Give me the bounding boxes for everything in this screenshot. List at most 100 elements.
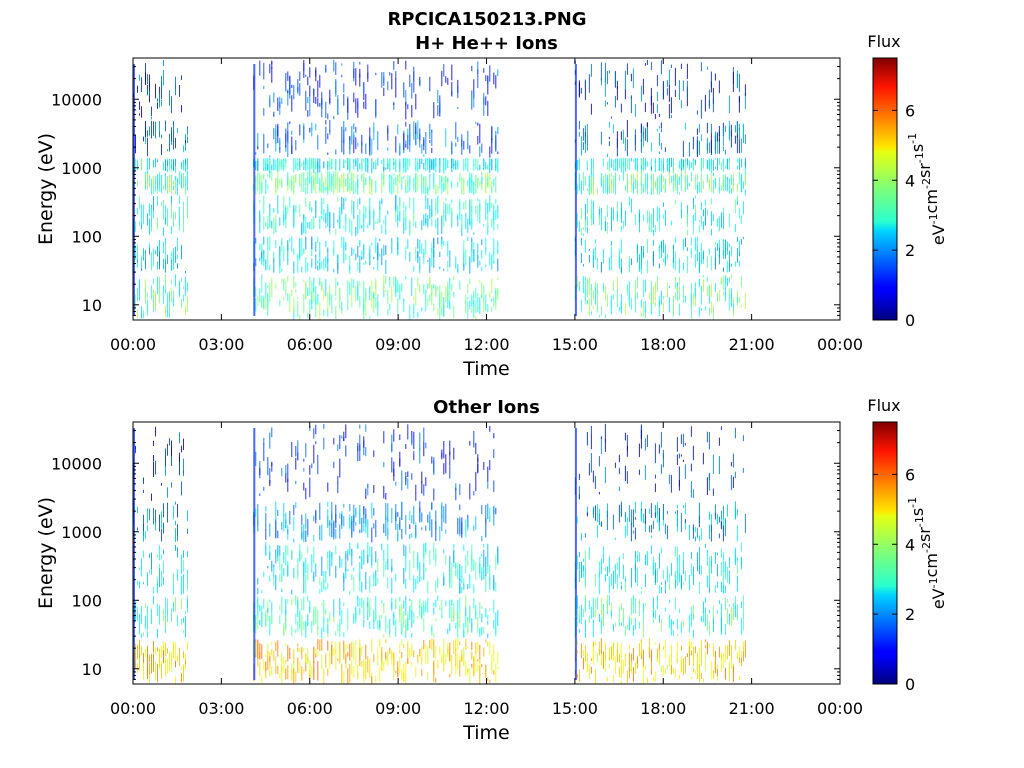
flux-cell [740, 657, 742, 666]
flux-cell [668, 171, 670, 186]
flux-cell [285, 473, 287, 483]
flux-cell [497, 652, 499, 665]
flux-cell [321, 282, 323, 292]
flux-cell [668, 157, 670, 173]
flux-cell [383, 166, 385, 171]
flux-cell [610, 241, 612, 246]
flux-cell [477, 306, 479, 311]
flux-cell [449, 673, 451, 678]
flux-cell [159, 251, 160, 270]
flux-cell [255, 177, 257, 183]
flux-cell [161, 511, 162, 529]
flux-cell [161, 645, 162, 658]
flux-cell [459, 660, 461, 677]
flux-cell [405, 578, 407, 589]
flux-cell [143, 514, 144, 531]
flux-cell [646, 172, 648, 189]
flux-cell [716, 581, 718, 588]
flux-cell [301, 666, 303, 681]
flux-cell [327, 247, 329, 263]
flux-cell [586, 198, 588, 214]
flux-cell [163, 650, 164, 664]
flux-cell [642, 301, 644, 317]
flux-cell [155, 121, 156, 139]
flux-cell [353, 567, 355, 572]
flux-cell [303, 524, 305, 543]
flux-cell [744, 189, 746, 196]
flux-cell [353, 613, 355, 624]
flux-cell [361, 550, 363, 564]
flux-cell [608, 157, 610, 172]
flux-cell [423, 548, 425, 564]
flux-cell [740, 158, 742, 168]
flux-cell [706, 641, 708, 655]
flux-cell [616, 86, 618, 101]
flux-cell [357, 672, 359, 680]
flux-cell [672, 668, 674, 674]
flux-cell [604, 652, 606, 672]
x-tick-label: 00:00 [817, 335, 863, 354]
flux-cell [151, 106, 152, 117]
flux-cell [285, 159, 287, 164]
flux-cell [155, 250, 156, 255]
flux-cell [487, 614, 489, 620]
flux-cell [630, 597, 632, 611]
flux-cell [269, 264, 271, 271]
flux-cell [381, 614, 383, 619]
flux-cell [161, 570, 162, 587]
flux-cell [674, 67, 676, 86]
flux-cell [335, 297, 337, 300]
colorbar-tick-label: 0 [905, 311, 915, 330]
flux-cell [285, 615, 287, 632]
flux-cell [678, 608, 680, 613]
flux-cell [305, 257, 307, 273]
flux-cell [341, 663, 343, 683]
spectrogram-data [133, 423, 746, 684]
flux-cell [485, 518, 487, 538]
flux-cell [612, 175, 614, 194]
flux-cell [187, 177, 188, 191]
flux-cell [479, 260, 481, 266]
flux-cell [291, 625, 293, 636]
flux-cell [722, 239, 724, 256]
flux-cell [141, 222, 142, 230]
flux-cell [475, 287, 477, 299]
flux-cell [441, 239, 443, 245]
flux-cell [435, 580, 437, 593]
flux-cell [684, 122, 686, 130]
flux-cell [604, 173, 606, 194]
flux-cell [285, 221, 287, 228]
flux-cell [650, 535, 652, 539]
flux-cell [576, 516, 578, 524]
flux-cell [604, 285, 606, 300]
flux-cell [728, 95, 730, 114]
flux-cell [439, 251, 441, 257]
flux-cell [259, 199, 261, 204]
flux-cell [716, 243, 718, 251]
flux-cell [387, 650, 389, 660]
flux-cell [718, 177, 720, 194]
flux-cell [682, 285, 684, 303]
flux-cell [485, 199, 487, 207]
flux-cell [445, 128, 447, 147]
flux-cell [141, 158, 142, 170]
flux-cell [359, 598, 361, 607]
flux-cell [614, 656, 616, 674]
flux-cell [469, 300, 471, 310]
flux-cell [383, 244, 385, 256]
flux-cell [393, 162, 395, 166]
flux-cell [283, 296, 285, 301]
flux-cell [698, 502, 700, 523]
flux-cell [471, 242, 473, 254]
flux-cell [656, 104, 658, 113]
flux-cell [287, 565, 289, 577]
flux-cell [624, 185, 626, 192]
flux-cell [347, 298, 349, 310]
flux-cell [588, 463, 590, 476]
flux-cell [586, 506, 588, 513]
flux-cell [309, 200, 311, 211]
flux-cell [443, 506, 445, 523]
colorbar-unit-label: eV-1cm-2sr-1s-1 [906, 133, 948, 245]
flux-cell [620, 585, 622, 590]
flux-cell [187, 296, 188, 312]
